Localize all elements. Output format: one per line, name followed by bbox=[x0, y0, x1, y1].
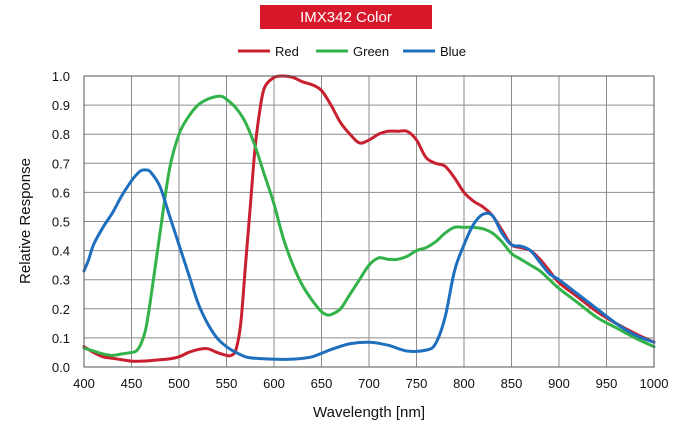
legend-label: Green bbox=[353, 44, 389, 59]
x-axis-ticks: 400 450 500 550 600 650 700 750 800 850 900 950 1000 bbox=[73, 376, 668, 391]
x-tick-label: 700 bbox=[358, 376, 380, 391]
legend-label: Blue bbox=[440, 44, 466, 59]
y-tick-label: 0.9 bbox=[52, 98, 70, 113]
y-tick-label: 0.4 bbox=[52, 244, 70, 259]
x-tick-label: 900 bbox=[548, 376, 570, 391]
x-tick-label: 450 bbox=[121, 376, 143, 391]
chart-title-banner: IMX342 Color bbox=[260, 5, 432, 29]
y-tick-label: 0.0 bbox=[52, 360, 70, 375]
x-tick-label: 850 bbox=[501, 376, 523, 391]
legend-item-blue: Blue bbox=[403, 44, 466, 59]
y-tick-label: 1.0 bbox=[52, 69, 70, 84]
x-tick-label: 400 bbox=[73, 376, 95, 391]
x-tick-label: 800 bbox=[453, 376, 475, 391]
y-axis-title: Relative Response bbox=[17, 158, 34, 284]
x-axis-title: Wavelength [nm] bbox=[313, 404, 425, 421]
x-tick-label: 650 bbox=[311, 376, 333, 391]
x-tick-label: 750 bbox=[406, 376, 428, 391]
x-tick-label: 500 bbox=[168, 376, 190, 391]
y-axis-ticks: 0.0 0.1 0.2 0.3 0.4 0.5 0.6 0.7 0.8 0.9 1.0 bbox=[52, 69, 70, 375]
y-tick-label: 0.6 bbox=[52, 185, 70, 200]
x-tick-label: 950 bbox=[596, 376, 618, 391]
chart-title-background bbox=[260, 5, 432, 29]
series-line-green bbox=[82, 94, 656, 357]
series-layer bbox=[82, 74, 656, 363]
legend-item-green: Green bbox=[316, 44, 389, 59]
y-tick-label: 0.7 bbox=[52, 156, 70, 171]
plot-frame bbox=[83, 75, 655, 368]
y-tick-label: 0.3 bbox=[52, 273, 70, 288]
chart-legend: Red Green Blue bbox=[238, 44, 466, 59]
legend-item-red: Red bbox=[238, 44, 299, 59]
x-tick-label: 600 bbox=[263, 376, 285, 391]
y-tick-label: 0.8 bbox=[52, 127, 70, 142]
x-tick-label: 1000 bbox=[640, 376, 669, 391]
series-line-blue bbox=[82, 168, 656, 361]
chart-title: IMX342 Color bbox=[300, 9, 392, 26]
y-tick-label: 0.1 bbox=[52, 331, 70, 346]
y-tick-label: 0.5 bbox=[52, 215, 70, 230]
y-tick-label: 0.2 bbox=[52, 302, 70, 317]
legend-label: Red bbox=[275, 44, 299, 59]
x-tick-label: 550 bbox=[216, 376, 238, 391]
